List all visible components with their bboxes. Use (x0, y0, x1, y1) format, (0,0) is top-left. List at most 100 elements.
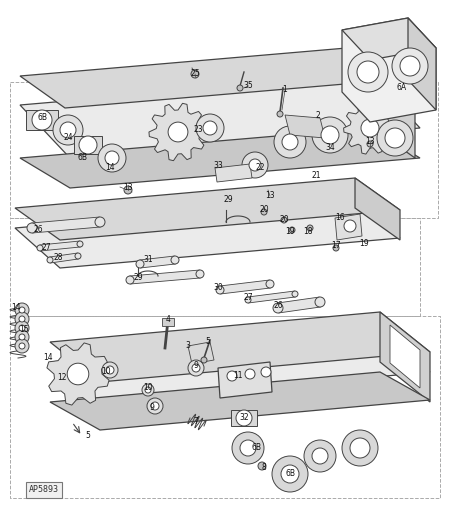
Text: 26: 26 (33, 225, 43, 234)
Circle shape (307, 225, 313, 231)
Circle shape (188, 360, 204, 376)
Circle shape (227, 371, 237, 381)
Circle shape (344, 220, 356, 232)
Text: 9: 9 (150, 404, 154, 412)
Circle shape (232, 432, 264, 464)
Circle shape (171, 256, 179, 264)
Polygon shape (20, 75, 420, 158)
Text: 10: 10 (101, 367, 111, 377)
Circle shape (321, 126, 339, 144)
Polygon shape (342, 18, 436, 122)
Circle shape (136, 260, 144, 268)
Polygon shape (20, 46, 415, 108)
Circle shape (19, 325, 25, 331)
Circle shape (124, 186, 132, 194)
Circle shape (333, 245, 339, 251)
Polygon shape (215, 164, 252, 182)
Text: 24: 24 (63, 134, 73, 142)
Text: 6B: 6B (285, 470, 295, 478)
Circle shape (357, 61, 379, 83)
Circle shape (272, 456, 308, 492)
Text: 21: 21 (311, 170, 321, 180)
Text: 27: 27 (41, 244, 51, 252)
Circle shape (342, 430, 378, 466)
Text: 16: 16 (335, 214, 345, 222)
Polygon shape (50, 312, 430, 382)
Polygon shape (231, 410, 256, 426)
Text: 6B: 6B (37, 114, 47, 122)
Circle shape (15, 321, 29, 335)
Circle shape (245, 297, 251, 303)
Circle shape (77, 241, 83, 247)
Text: 30: 30 (213, 283, 223, 293)
Polygon shape (342, 18, 436, 60)
Polygon shape (15, 178, 400, 240)
Circle shape (258, 462, 266, 470)
Circle shape (392, 48, 428, 84)
Polygon shape (20, 128, 420, 188)
Circle shape (281, 217, 287, 223)
Text: 5: 5 (206, 337, 210, 347)
Circle shape (282, 134, 298, 150)
Circle shape (15, 312, 29, 326)
Circle shape (106, 366, 114, 374)
Circle shape (281, 465, 299, 483)
Text: 8: 8 (262, 463, 267, 473)
Circle shape (95, 217, 105, 227)
Circle shape (273, 303, 283, 313)
Polygon shape (130, 270, 200, 284)
Circle shape (75, 253, 81, 259)
Polygon shape (355, 178, 400, 240)
Polygon shape (50, 372, 430, 430)
Text: 3: 3 (185, 342, 191, 350)
Text: 18: 18 (303, 228, 313, 236)
Circle shape (245, 369, 255, 379)
Polygon shape (149, 103, 207, 160)
Circle shape (242, 152, 268, 178)
Circle shape (147, 398, 163, 414)
Circle shape (361, 119, 379, 137)
Polygon shape (50, 332, 430, 402)
Circle shape (274, 126, 306, 158)
Polygon shape (277, 297, 321, 313)
Text: 7: 7 (194, 417, 198, 427)
Polygon shape (140, 256, 175, 268)
Text: 20: 20 (279, 216, 289, 224)
Polygon shape (380, 312, 430, 402)
Circle shape (304, 440, 336, 472)
Circle shape (105, 151, 119, 165)
Polygon shape (32, 217, 100, 233)
Text: 22: 22 (255, 164, 265, 172)
Circle shape (191, 70, 199, 78)
Text: 5: 5 (86, 431, 90, 441)
Polygon shape (26, 110, 58, 130)
Circle shape (385, 128, 405, 148)
Circle shape (261, 209, 267, 215)
Text: 1: 1 (283, 86, 287, 94)
Circle shape (145, 387, 151, 393)
Text: 6B: 6B (251, 443, 261, 453)
Circle shape (53, 115, 83, 145)
Text: 11: 11 (233, 372, 243, 380)
Text: 13: 13 (265, 191, 275, 201)
Circle shape (32, 110, 52, 130)
Circle shape (350, 438, 370, 458)
Circle shape (377, 120, 413, 156)
Text: 14: 14 (11, 303, 21, 313)
Text: 20: 20 (259, 205, 269, 215)
Circle shape (27, 223, 37, 233)
Circle shape (19, 334, 25, 340)
Text: 2: 2 (316, 111, 321, 121)
Text: 10: 10 (143, 383, 153, 393)
Circle shape (79, 136, 97, 154)
Polygon shape (285, 115, 325, 138)
Text: 35: 35 (243, 82, 253, 90)
Text: 14: 14 (43, 353, 53, 363)
Polygon shape (219, 280, 271, 294)
Text: 13: 13 (365, 137, 375, 147)
Circle shape (266, 280, 274, 288)
Circle shape (312, 117, 348, 153)
Circle shape (102, 362, 118, 378)
Polygon shape (248, 291, 295, 303)
Text: 31: 31 (143, 255, 153, 265)
